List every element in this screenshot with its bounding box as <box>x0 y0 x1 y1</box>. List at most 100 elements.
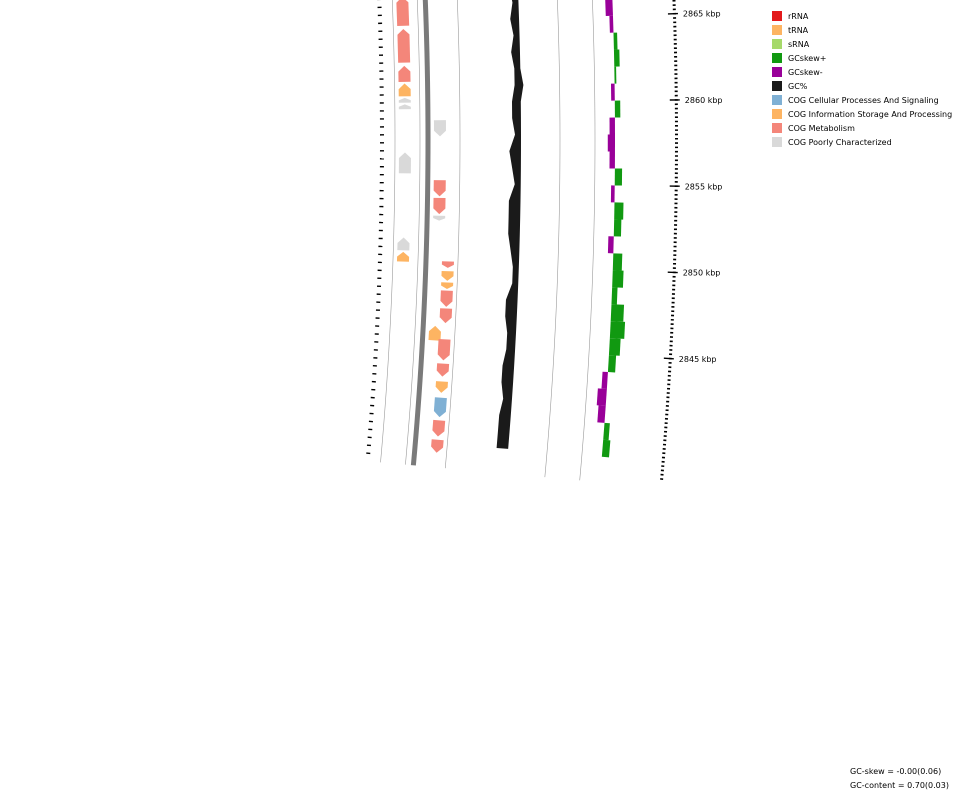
legend-label: GCskew+ <box>788 53 827 63</box>
scale-tick-label: 2845 kbp <box>679 355 717 364</box>
scale-major-tick <box>663 357 674 360</box>
legend-swatch <box>772 137 782 147</box>
gc-skew-plus-bar <box>611 287 618 305</box>
gc-skew-plus-bar <box>608 338 621 356</box>
gc-skew-minus-bar <box>609 15 614 33</box>
gene-feature <box>398 65 411 82</box>
legend-swatch <box>772 53 782 63</box>
legend-swatch <box>772 109 782 119</box>
legend-label: GCskew- <box>788 67 823 77</box>
position-scale: 2885 kbp2880 kbp2875 kbp2870 kbp2865 kbp… <box>366 0 723 480</box>
legend-item: COG Cellular Processes And Signaling <box>772 93 952 107</box>
gene-feature <box>432 419 446 437</box>
track-guide-ring <box>579 0 596 481</box>
gene-feature <box>441 261 454 268</box>
gc-skew-track <box>596 0 626 458</box>
gc-skew-plus-bar <box>614 66 617 84</box>
gene-feature <box>433 120 446 137</box>
legend-item: COG Poorly Characterized <box>772 135 952 149</box>
gene-feature <box>431 439 444 453</box>
gene-feature <box>396 0 410 26</box>
legend-swatch <box>772 67 782 77</box>
genome-backbone-line <box>410 0 431 466</box>
track-guide-ring <box>405 0 421 465</box>
legend-swatch <box>772 123 782 133</box>
gene-feature <box>433 180 446 197</box>
gene-feature <box>396 251 410 262</box>
legend-item: tRNA <box>772 23 952 37</box>
gc-skew-plus-bar <box>610 304 625 322</box>
gene-feature <box>428 325 441 341</box>
gc-skew-minus-bar <box>596 388 607 406</box>
gene-feature <box>433 215 446 221</box>
cog-feature-track <box>396 0 454 453</box>
gc-skew-plus-bar <box>613 32 618 50</box>
gc-skew-minus-bar <box>609 151 615 169</box>
legend-swatch <box>772 39 782 49</box>
gc-skew-stat: GC-skew = -0.00(0.06) <box>850 767 942 776</box>
legend-label: COG Information Storage And Processing <box>788 109 953 119</box>
gene-feature <box>397 237 410 251</box>
legend-swatch <box>772 11 782 21</box>
gc-skew-minus-bar <box>610 185 615 203</box>
legend-label: COG Cellular Processes And Signaling <box>788 95 939 105</box>
legend-swatch <box>772 81 782 91</box>
legend-item: GC% <box>772 79 952 93</box>
scale-tick-label: 2850 kbp <box>683 269 721 278</box>
gc-skew-plus-bar <box>614 202 624 220</box>
legend-item: rRNA <box>772 9 952 23</box>
gc-skew-minus-bar <box>597 405 606 423</box>
legend-item: COG Metabolism <box>772 121 952 135</box>
gene-feature <box>398 97 411 103</box>
gc-skew-minus-bar <box>610 83 615 101</box>
track-guide-ring <box>444 0 461 469</box>
legend-swatch <box>772 95 782 105</box>
gc-skew-plus-bar <box>614 168 623 186</box>
genome-stats: GC-skew = -0.00(0.06) GC-content = 0.70(… <box>850 765 949 793</box>
gc-skew-plus-bar <box>613 219 622 237</box>
legend-label: sRNA <box>788 39 810 49</box>
gc-skew-plus-bar <box>613 49 620 67</box>
gc-skew-plus-bar <box>612 270 624 288</box>
legend-item: GCskew- <box>772 65 952 79</box>
scale-tick-label: 2860 kbp <box>685 96 723 105</box>
gc-skew-minus-bar <box>601 371 608 389</box>
legend: rRNA tRNA sRNA GCskew+ GCskew- GC% COG Cellula… <box>772 9 952 149</box>
track-guide-ring <box>380 0 396 463</box>
gc-skew-plus-bar <box>612 253 623 271</box>
gene-feature <box>435 381 448 393</box>
legend-item: sRNA <box>772 37 952 51</box>
legend-item: GCskew+ <box>772 51 952 65</box>
gene-feature <box>433 197 446 215</box>
gc-skew-plus-bar <box>603 422 610 441</box>
scale-tick-label: 2855 kbp <box>685 182 723 191</box>
genome-backbone <box>410 0 431 466</box>
gc-skew-plus-bar <box>607 355 617 373</box>
gene-feature <box>440 290 453 307</box>
track-guide-ring <box>544 0 561 478</box>
gc-skew-minus-bar <box>605 0 613 16</box>
scale-tick-label: 2865 kbp <box>683 9 721 18</box>
legend-label: COG Poorly Characterized <box>788 137 892 147</box>
legend-label: rRNA <box>788 11 809 21</box>
gc-skew-plus-bar <box>609 321 626 339</box>
gene-feature <box>433 397 447 418</box>
gene-feature <box>397 28 411 63</box>
gc-skew-minus-bar <box>607 236 614 254</box>
gene-feature <box>436 363 450 377</box>
legend-label: tRNA <box>788 25 809 35</box>
gene-feature <box>398 104 411 110</box>
gene-feature <box>437 338 451 361</box>
legend-label: COG Metabolism <box>788 123 855 133</box>
gene-feature <box>441 282 454 290</box>
gc-skew-minus-bar <box>607 134 615 152</box>
gene-feature <box>398 83 411 97</box>
legend-item: COG Information Storage And Processing <box>772 107 952 121</box>
gene-feature <box>441 270 454 281</box>
gene-feature <box>439 308 453 324</box>
gc-skew-minus-bar <box>609 117 615 135</box>
track-guides <box>380 0 596 481</box>
legend-swatch <box>772 25 782 35</box>
gc-content-stat: GC-content = 0.70(0.03) <box>850 781 949 790</box>
